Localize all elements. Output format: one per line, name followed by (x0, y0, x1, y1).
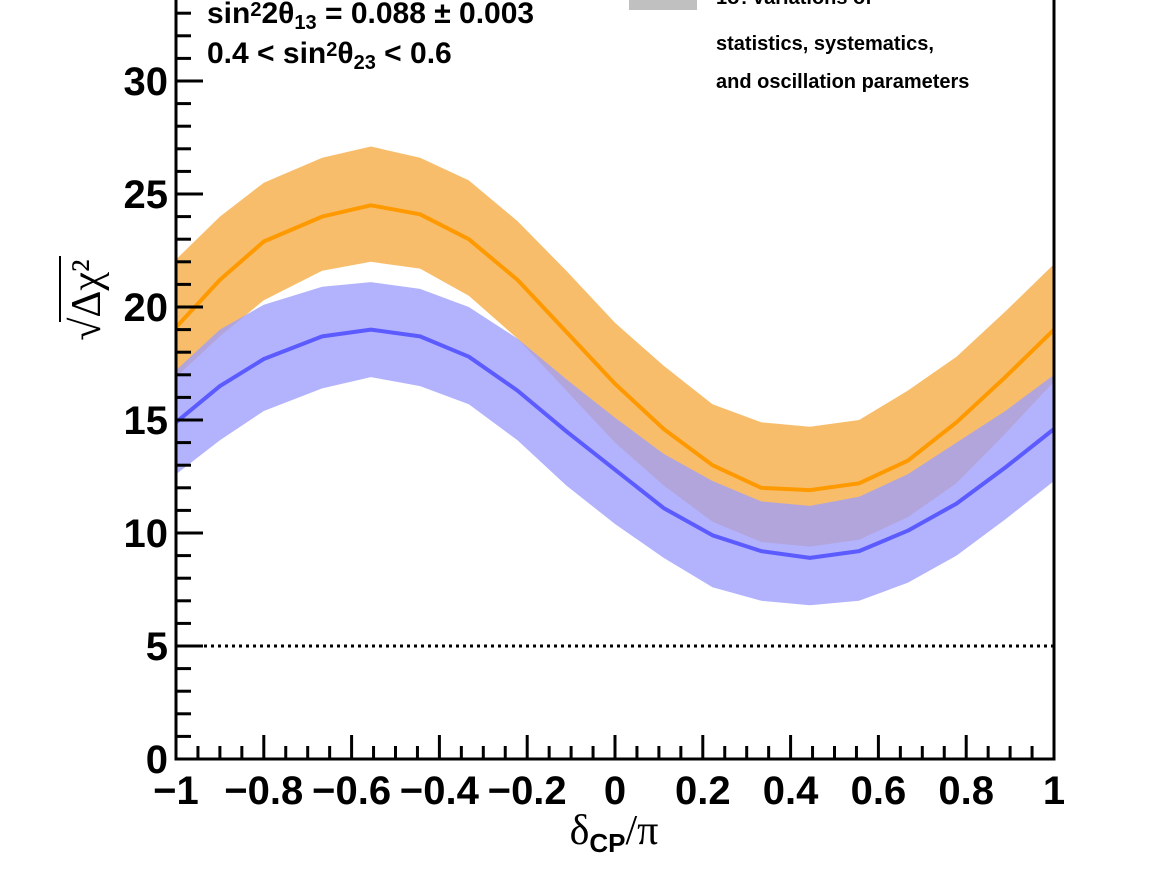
y-tick-label: 20 (124, 286, 169, 330)
x-axis-title-subscript: CP (589, 828, 625, 858)
x-tick-label: −0.2 (488, 769, 567, 813)
x-tick-label: −1 (153, 769, 199, 813)
x-axis-title: δCP/π (570, 808, 659, 858)
x-tick-label: 1 (1043, 769, 1065, 813)
y-tick-label: 30 (124, 60, 169, 104)
x-tick-label: 0.4 (763, 769, 819, 813)
y-tick-label: 0 (146, 738, 168, 782)
subscript: 23 (354, 52, 376, 74)
info-line-1: sin22θ13 = 0.088 ± 0.003 (207, 0, 534, 34)
y-tick-label: 25 (124, 173, 169, 217)
y-tick-label: 10 (124, 512, 169, 556)
band-blue (176, 282, 1054, 606)
info-text-part: 0.4 < sin (207, 37, 326, 70)
x-tick-label: 0.6 (851, 769, 907, 813)
central-curves (174, 203, 1056, 560)
subscript: 13 (294, 12, 316, 34)
y-tick-label: 15 (124, 399, 169, 443)
x-tick-label: −0.6 (312, 769, 391, 813)
info-text-part: 2θ (261, 0, 294, 30)
legend-label: 1σ: variations of (716, 0, 872, 9)
y-axis-title-text: √Δχ² (64, 259, 110, 340)
x-axis-title-symbol: δ (570, 808, 590, 854)
x-tick-label: −0.4 (400, 769, 480, 813)
info-text-part: sin (207, 0, 250, 30)
x-axis-ticks: −1 −0.8 −0.6 −0.4 −0.2 0 0.2 0.4 0.6 0.8 1 (153, 735, 1065, 813)
legend-swatch (629, 0, 697, 10)
superscript: 2 (326, 39, 337, 61)
legend-label: statistics, systematics, (716, 33, 934, 55)
info-text-part: = 0.088 ± 0.003 (317, 0, 534, 30)
info-text-part: < 0.6 (376, 37, 452, 70)
y-tick-label: 5 (146, 625, 168, 669)
legend-label: and oscillation parameters (716, 71, 969, 93)
info-line-2: 0.4 < sin2θ23 < 0.6 (207, 37, 452, 74)
x-tick-label: 0 (604, 769, 626, 813)
uncertainty-bands (176, 146, 1054, 606)
axis-titles: δCP/π √Δχ² (59, 256, 659, 858)
x-axis-title-denominator: /π (626, 808, 659, 854)
y-axis-title: √Δχ² (59, 256, 110, 341)
superscript: 2 (250, 0, 261, 21)
x-tick-label: −0.8 (224, 769, 303, 813)
y-axis-ticks: 0 5 10 15 20 25 30 (124, 11, 203, 782)
legend: 1σ: variations of statistics, systematics… (629, 0, 969, 93)
band-orange (176, 146, 1054, 547)
x-tick-label: 0.8 (938, 769, 994, 813)
x-tick-label: 0.2 (675, 769, 731, 813)
info-text-part: θ (337, 37, 353, 70)
